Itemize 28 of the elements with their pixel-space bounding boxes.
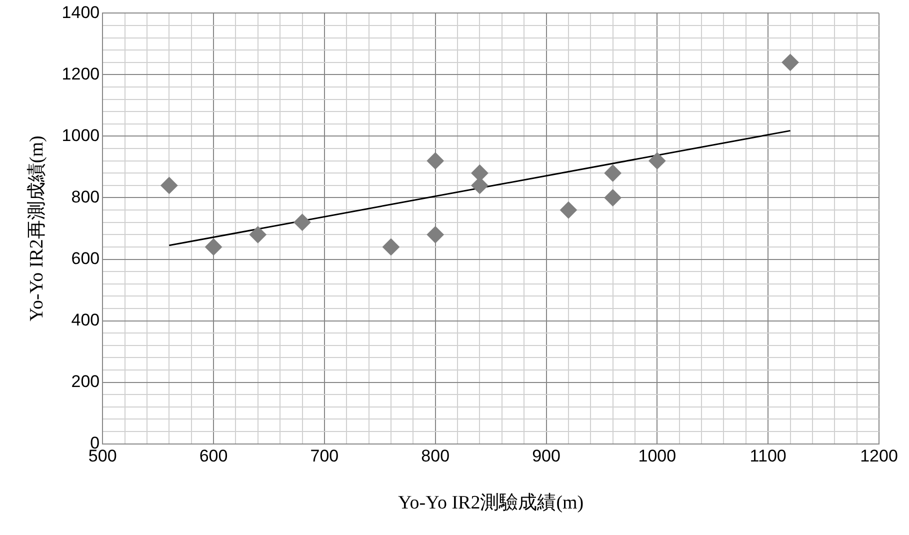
- y-tick-label: 400: [71, 310, 100, 330]
- point: [648, 152, 666, 170]
- point: [782, 54, 799, 71]
- point: [604, 189, 622, 206]
- point: [294, 214, 311, 231]
- y-axis-title: Yo-Yo IR2再測成績(m): [26, 136, 48, 322]
- y-tick-label: 200: [71, 372, 100, 391]
- x-tick-label: 800: [421, 446, 450, 466]
- point: [560, 202, 577, 219]
- point: [249, 226, 266, 244]
- y-tick-label: 600: [71, 248, 100, 268]
- point: [426, 152, 444, 170]
- x-tick-label: 1100: [750, 446, 786, 466]
- point: [604, 164, 622, 182]
- x-tick-label: 900: [532, 446, 560, 466]
- y-tick-label: 1400: [62, 2, 100, 22]
- x-tick-label: 600: [199, 446, 228, 466]
- y-tick-label: 1200: [62, 64, 100, 84]
- point: [426, 226, 444, 244]
- y-tick-label: 1000: [62, 126, 100, 145]
- y-tick-label: 800: [71, 187, 100, 206]
- point: [205, 238, 222, 256]
- x-axis-title: Yo-Yo IR2測驗成績(m): [398, 492, 584, 514]
- x-tick-label: 1200: [860, 446, 898, 466]
- x-tick-label: 1000: [638, 446, 676, 466]
- x-tick-label: 700: [310, 446, 339, 466]
- point: [160, 176, 178, 194]
- point: [382, 238, 400, 256]
